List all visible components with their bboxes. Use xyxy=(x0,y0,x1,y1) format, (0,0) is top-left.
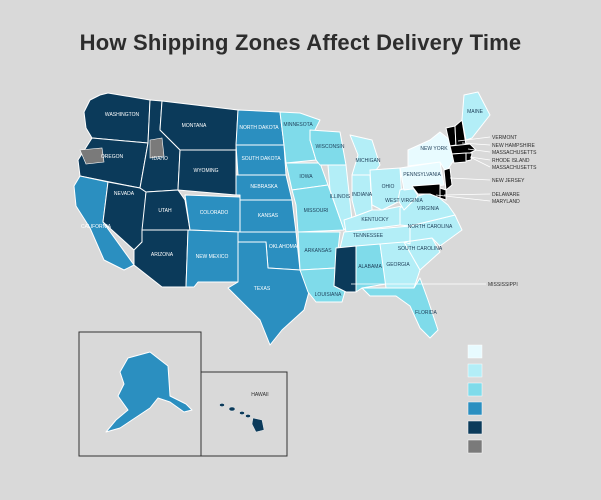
state-label-or: OREGON xyxy=(101,154,124,160)
state-label-ne: NEBRASKA xyxy=(250,184,278,190)
state-connecticut xyxy=(451,152,467,164)
state-label-ar: ARKANSAS xyxy=(304,248,332,254)
state-delaware xyxy=(439,187,447,201)
state-label-ok: OKLAHOMA xyxy=(269,244,298,250)
state-label-sd: SOUTH DAKOTA xyxy=(241,156,281,162)
legend-swatch-3 xyxy=(467,382,483,397)
state-label-ut: UTAH xyxy=(158,208,172,214)
state-wisconsin xyxy=(309,129,347,166)
state-label-ia: IOWA xyxy=(299,174,313,180)
state-label-wy: WYOMING xyxy=(194,168,219,174)
state-label-oh: OHIO xyxy=(382,184,395,190)
state-label-me: MAINE xyxy=(467,109,484,115)
state-arizona xyxy=(133,229,189,288)
state-washington xyxy=(83,92,151,144)
map-title: How Shipping Zones Affect Delivery Time xyxy=(79,30,522,55)
state-ohio xyxy=(369,167,403,211)
state-label-fl: FLORIDA xyxy=(415,310,437,316)
state-maryland xyxy=(411,183,441,199)
state-label-tn: TENNESSEE xyxy=(353,233,384,239)
label-massachusetts-2: MASSACHUSETTS xyxy=(492,165,537,171)
state-label-co: COLORADO xyxy=(200,210,229,216)
state-label-in: INDIANA xyxy=(352,192,373,198)
state-label-mn: MINNESOTA xyxy=(283,122,313,128)
state-north-carolina xyxy=(403,214,463,247)
label-massachusetts: MASSACHUSETTS xyxy=(492,150,537,156)
state-label-il: ILLINOIS xyxy=(330,194,351,200)
legend-swatch-6 xyxy=(467,439,483,454)
state-label-tx: TEXAS xyxy=(254,286,271,292)
state-label-al: ALABAMA xyxy=(358,264,382,270)
state-texas xyxy=(227,241,311,346)
state-label-ca: CALIFORNIA xyxy=(81,224,112,230)
no-data-area-idaho xyxy=(149,137,165,159)
state-label-az: ARIZONA xyxy=(151,252,174,258)
state-label-ky: KENTUCKY xyxy=(361,217,389,223)
no-data-area-pacific-northwest xyxy=(79,147,105,165)
state-alaska xyxy=(105,351,193,433)
label-vermont: VERMONT xyxy=(492,135,517,141)
label-new-jersey: NEW JERSEY xyxy=(492,178,525,184)
label-delaware: DELAWARE xyxy=(492,192,520,198)
label-maryland: MARYLAND xyxy=(492,199,520,205)
state-label-pa: PENNSYLVANIA xyxy=(403,172,441,178)
state-labels: WASHINGTON OREGON CALIFORNIA NEVADA IDAHO MON… xyxy=(81,109,484,398)
state-florida xyxy=(361,277,439,339)
state-label-nc: NORTH CAROLINA xyxy=(408,224,453,230)
state-maine xyxy=(461,91,491,141)
state-label-nv: NEVADA xyxy=(114,191,135,197)
state-label-hi: HAWAII xyxy=(251,392,268,398)
label-mississippi-callout: MISSISSIPPI xyxy=(488,282,518,288)
state-label-va: VIRGINIA xyxy=(417,206,440,212)
state-rhode-island xyxy=(465,152,473,162)
state-label-wi: WISCONSIN xyxy=(316,144,345,150)
state-label-id: IDAHO xyxy=(152,156,168,162)
state-label-mt: MONTANA xyxy=(182,123,207,129)
state-missouri xyxy=(291,184,345,233)
state-mississippi xyxy=(333,245,357,293)
state-label-wa: WASHINGTON xyxy=(105,112,140,118)
state-label-mi: MICHIGAN xyxy=(356,158,381,164)
state-label-sc: SOUTH CAROLINA xyxy=(398,246,443,252)
state-label-ga: GEORGIA xyxy=(386,262,410,268)
state-label-ks: KANSAS xyxy=(258,213,279,219)
state-new-jersey xyxy=(443,167,453,191)
zone-legend xyxy=(467,344,483,454)
state-label-wv: WEST VIRGINIA xyxy=(385,198,423,204)
legend-swatch-2 xyxy=(467,363,483,378)
state-label-nd: NORTH DAKOTA xyxy=(239,125,279,131)
hawaii-inset-frame xyxy=(200,371,288,457)
state-label-nm: NEW MEXICO xyxy=(196,254,229,260)
state-hawaii xyxy=(219,403,265,433)
label-rhode-island: RHODE ISLAND xyxy=(492,158,530,164)
lake-michigan xyxy=(345,138,352,167)
legend-swatch-1 xyxy=(467,344,483,359)
state-massachusetts xyxy=(449,143,477,155)
label-new-hampshire: NEW HAMPSHIRE xyxy=(492,143,535,149)
legend-swatch-5 xyxy=(467,420,483,435)
state-label-ny: NEW YORK xyxy=(420,146,448,152)
lake-erie xyxy=(384,157,404,167)
state-label-mo: MISSOURI xyxy=(304,208,329,214)
legend-swatch-4 xyxy=(467,401,483,416)
state-label-la: LOUISIANA xyxy=(315,292,342,298)
state-michigan xyxy=(349,134,381,176)
